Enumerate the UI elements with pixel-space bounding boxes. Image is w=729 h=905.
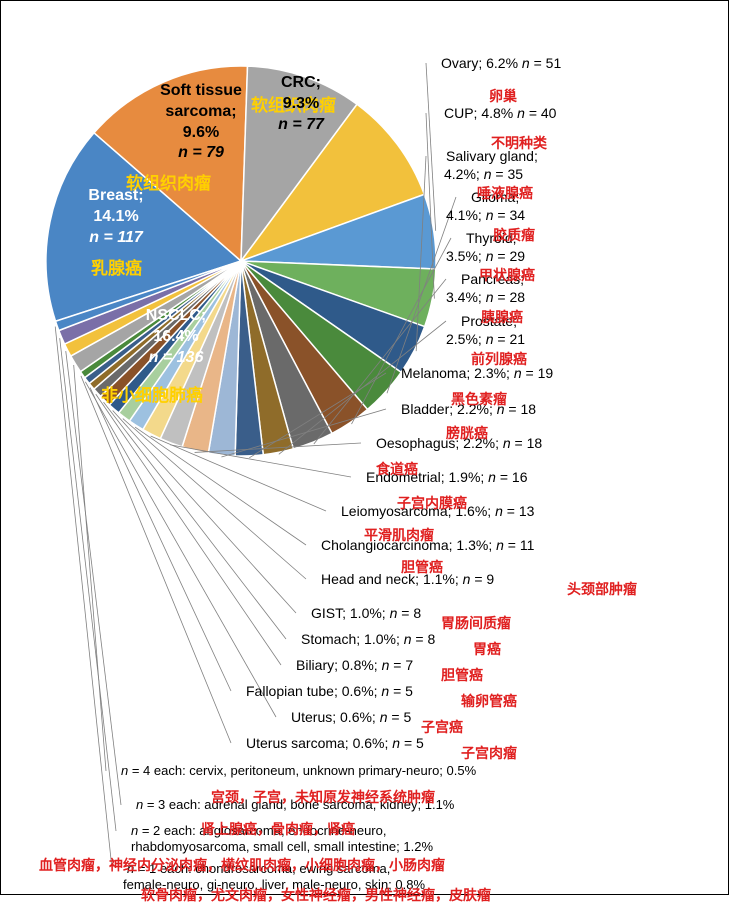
- label: 3.5%; n = 29: [446, 248, 525, 265]
- annotation-red: 肾上腺癌，骨肉瘤，肾癌: [201, 819, 355, 839]
- annotation-red: 输卵管癌: [461, 691, 517, 711]
- label: GIST; 1.0%; n = 8: [311, 605, 421, 622]
- annotation-red: 唾液腺癌: [477, 183, 533, 203]
- slice-label-sts: Soft tissue sarcoma; 9.6% n = 79: [141, 81, 261, 164]
- label: 4.2%; n = 35: [444, 166, 523, 183]
- label: 2.5%; n = 21: [446, 331, 525, 348]
- label: Biliary; 0.8%; n = 7: [296, 657, 413, 674]
- annotation-red: 血管肉瘤，神经内分泌肉瘤，横纹肌肉瘤，小细胞肉瘤，小肠肉瘤: [39, 855, 445, 875]
- annotation-red: 胃肠间质瘤: [441, 613, 511, 633]
- label: Ovary; 6.2% n = 51: [441, 55, 561, 72]
- annotation-red: 胰腺癌: [481, 307, 523, 327]
- annotation-red: 胆管癌: [401, 557, 443, 577]
- slice-label-breast: Breast; 14.1% n = 117: [56, 186, 176, 248]
- annotation-red: 甲状腺癌: [479, 265, 535, 285]
- annotation-yellow: 非小细胞肺癌: [101, 381, 203, 406]
- slice-label-nsclc: NSCLC; 16.4% n = 136: [111, 306, 241, 368]
- annotation-red: 子宫癌: [421, 717, 463, 737]
- annotation-red: 头颈部肿瘤: [567, 579, 637, 599]
- annotation-red: 胶质瘤: [493, 225, 535, 245]
- label: rhabdomyosarcoma, small cell, small inte…: [131, 839, 433, 855]
- annotation-red: 黑色素瘤: [451, 389, 507, 409]
- label: Stomach; 1.0%; n = 8: [301, 631, 435, 648]
- annotation-red: 软骨肉瘤，尤文肉瘤，女性神经瘤，男性神经瘤，皮肤瘤: [141, 885, 491, 905]
- label: Uterus; 0.6%; n = 5: [291, 709, 411, 726]
- annotation-red: 胆管癌: [441, 665, 483, 685]
- annotation-red: 子宫肉瘤: [461, 743, 517, 763]
- annotation-red: 前列腺癌: [471, 349, 527, 369]
- label: 4.1%; n = 34: [446, 207, 525, 224]
- annotation-red: 不明种类: [491, 133, 547, 153]
- label: 3.4%; n = 28: [446, 289, 525, 306]
- label: n = 4 each: cervix, peritoneum, unknown …: [121, 763, 476, 779]
- label: Fallopian tube; 0.6%; n = 5: [246, 683, 413, 700]
- slice-label-crc: CRC; 9.3% n = 77: [256, 73, 346, 135]
- annotation-red: 平滑肌肉瘤: [364, 525, 434, 545]
- chart-container: Ovary; 6.2% n = 51CUP; 4.8% n = 40Saliva…: [0, 0, 729, 895]
- annotation-red: 膀胱癌: [446, 423, 488, 443]
- annotation-red: 食道癌: [376, 459, 418, 479]
- annotation-red: 子宫内膜癌: [397, 493, 467, 513]
- annotation-red: 宫颈，子宫，未知原发神经系统肿瘤: [211, 787, 435, 807]
- pie-svg: [1, 1, 729, 896]
- annotation-yellow: 乳腺癌: [91, 254, 142, 279]
- annotation-red: 卵巢: [489, 86, 517, 106]
- annotation-red: 胃癌: [473, 639, 501, 659]
- label: Uterus sarcoma; 0.6%; n = 5: [246, 735, 424, 752]
- label: CUP; 4.8% n = 40: [444, 105, 556, 122]
